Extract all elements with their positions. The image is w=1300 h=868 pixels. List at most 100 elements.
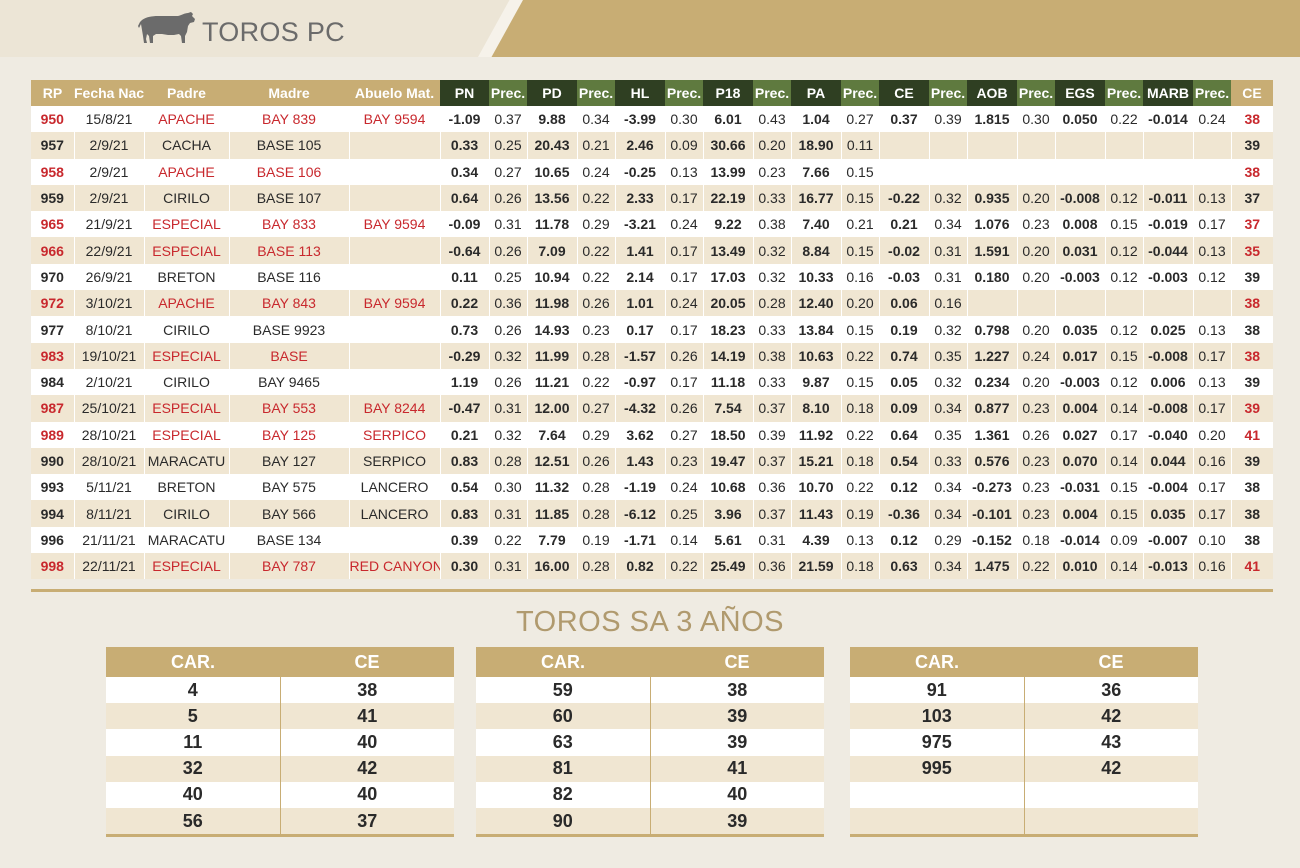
ce-cell: 37	[280, 807, 454, 838]
table-row: 81 41	[476, 755, 824, 782]
prec-value-cell: 0.33	[752, 316, 791, 343]
epd-value-cell: 18.90	[790, 132, 841, 159]
abuelo-cell	[348, 237, 440, 264]
epd-value-cell: 0.025	[1142, 316, 1193, 343]
prec-value-cell: 0.12	[1104, 368, 1143, 396]
epd-value-cell: 0.21	[439, 421, 489, 448]
prec-value-cell	[1016, 290, 1055, 317]
prec-value-cell: 0.36	[752, 553, 791, 580]
table-row: 103 42	[850, 703, 1198, 730]
prec-value-cell: 0.36	[752, 474, 791, 501]
epd-value-cell: 11.92	[790, 421, 841, 448]
epd-value-cell: 10.33	[790, 263, 841, 291]
epd-value-cell: 0.05	[878, 368, 929, 396]
prec-value-cell: 0.17	[664, 184, 703, 212]
epd-value-cell: 16.00	[526, 553, 577, 580]
prec-value-cell: 0.26	[576, 290, 615, 317]
column-header: P18	[703, 80, 753, 106]
epd-value-cell: 1.227	[966, 342, 1017, 369]
column-header: Madre	[229, 80, 349, 106]
madre-cell: BAY 833	[228, 211, 349, 238]
epd-value-cell: -4.32	[614, 395, 665, 422]
epd-value-cell	[1142, 132, 1193, 159]
epd-value-cell: -1.71	[614, 526, 665, 554]
padre-cell: APACHE	[143, 106, 229, 133]
epd-value-cell: 0.64	[439, 184, 489, 212]
epd-value-cell: 0.877	[966, 395, 1017, 422]
fecha-cell: 8/11/21	[73, 500, 144, 527]
rp-cell: 959	[31, 184, 74, 212]
prec-value-cell: 0.34	[928, 500, 967, 527]
ce-cell: 38	[1230, 158, 1273, 185]
ce-cell: 38	[1230, 106, 1273, 133]
epd-value-cell: -6.12	[614, 500, 665, 527]
rp-cell: 950	[31, 106, 74, 133]
prec-value-cell: 0.22	[488, 526, 527, 554]
padre-cell: MARACATU	[143, 526, 229, 554]
table-row: 91 36	[850, 677, 1198, 704]
epd-value-cell: -0.004	[1142, 474, 1193, 501]
prec-value-cell: 0.16	[1192, 447, 1231, 475]
prec-value-cell: 0.22	[1016, 553, 1055, 580]
prec-value-cell: 0.18	[840, 553, 879, 580]
epd-value-cell: 0.09	[878, 395, 929, 422]
prec-value-cell: 0.14	[664, 526, 703, 554]
epd-value-cell	[1054, 290, 1105, 317]
table-row: 966 22/9/21 ESPECIAL BASE 113 -0.64 0.26 7.09 0…	[31, 237, 1273, 264]
ce-table-2: CAR. CE 59 38 60 39 63 39 81 41 82 40 90 39	[476, 647, 824, 838]
epd-value-cell: 15.21	[790, 447, 841, 475]
epd-value-cell: 13.84	[790, 316, 841, 343]
car-cell: 975	[850, 729, 1025, 756]
table-row: 984 2/10/21 CIRILO BAY 9465 1.19 0.26 11.21 0.2…	[31, 368, 1273, 396]
epd-value-cell: -0.014	[1054, 526, 1105, 554]
prec-value-cell: 0.38	[752, 342, 791, 369]
epd-value-cell	[1054, 158, 1105, 185]
ce-cell: 38	[650, 677, 824, 704]
prec-value-cell: 0.23	[1016, 474, 1055, 501]
madre-cell: BAY 787	[228, 553, 349, 580]
ce-cell: 41	[650, 755, 824, 782]
epd-value-cell: 12.00	[526, 395, 577, 422]
epd-value-cell: -3.21	[614, 211, 665, 238]
column-header: Padre	[144, 80, 229, 106]
epd-value-cell: -0.040	[1142, 421, 1193, 448]
car-cell	[850, 807, 1025, 838]
prec-value-cell: 0.28	[576, 500, 615, 527]
epd-value-cell	[966, 290, 1017, 317]
prec-value-cell: 0.23	[1016, 211, 1055, 238]
prec-value-cell: 0.39	[928, 106, 967, 133]
epd-value-cell: -1.57	[614, 342, 665, 369]
table-row: 60 39	[476, 703, 824, 730]
epd-value-cell: 20.05	[702, 290, 753, 317]
epd-value-cell: 3.62	[614, 421, 665, 448]
epd-value-cell: 0.050	[1054, 106, 1105, 133]
prec-value-cell: 0.29	[576, 421, 615, 448]
padre-cell: CIRILO	[143, 368, 229, 396]
header-left-band	[0, 0, 520, 57]
prec-value-cell: 0.17	[1192, 500, 1231, 527]
ce-table-1: CAR. CE 4 38 5 41 11 40 32 42 40 40 56 37	[106, 647, 454, 838]
ce-cell	[1024, 781, 1198, 808]
prec-value-cell: 0.10	[1192, 526, 1231, 554]
epd-value-cell: 12.40	[790, 290, 841, 317]
prec-value-cell: 0.31	[488, 553, 527, 580]
column-header: PA	[791, 80, 841, 106]
table-row: 950 15/8/21 APACHE BAY 839 BAY 9594 -1.09 0.37…	[31, 106, 1273, 133]
madre-cell: BASE 113	[228, 237, 349, 264]
prec-value-cell: 0.30	[488, 474, 527, 501]
rp-cell: 994	[31, 500, 74, 527]
prec-value-cell: 0.14	[1104, 447, 1143, 475]
prec-value-cell: 0.24	[1016, 342, 1055, 369]
prec-value-cell: 0.22	[840, 421, 879, 448]
prec-value-cell: 0.28	[752, 290, 791, 317]
page-title: TOROS PC	[202, 17, 345, 47]
column-header: PN	[440, 80, 489, 106]
ce-cell: 41	[1230, 421, 1273, 448]
epd-value-cell: 7.64	[526, 421, 577, 448]
prec-value-cell: 0.34	[576, 106, 615, 133]
prec-value-cell: 0.32	[488, 342, 527, 369]
toros-pc-table: RP Fecha Nac. Padre Madre Abuelo Mat. PN Prec.…	[31, 80, 1273, 580]
prec-value-cell: 0.34	[928, 474, 967, 501]
epd-value-cell: 0.21	[878, 211, 929, 238]
epd-value-cell: 8.10	[790, 395, 841, 422]
